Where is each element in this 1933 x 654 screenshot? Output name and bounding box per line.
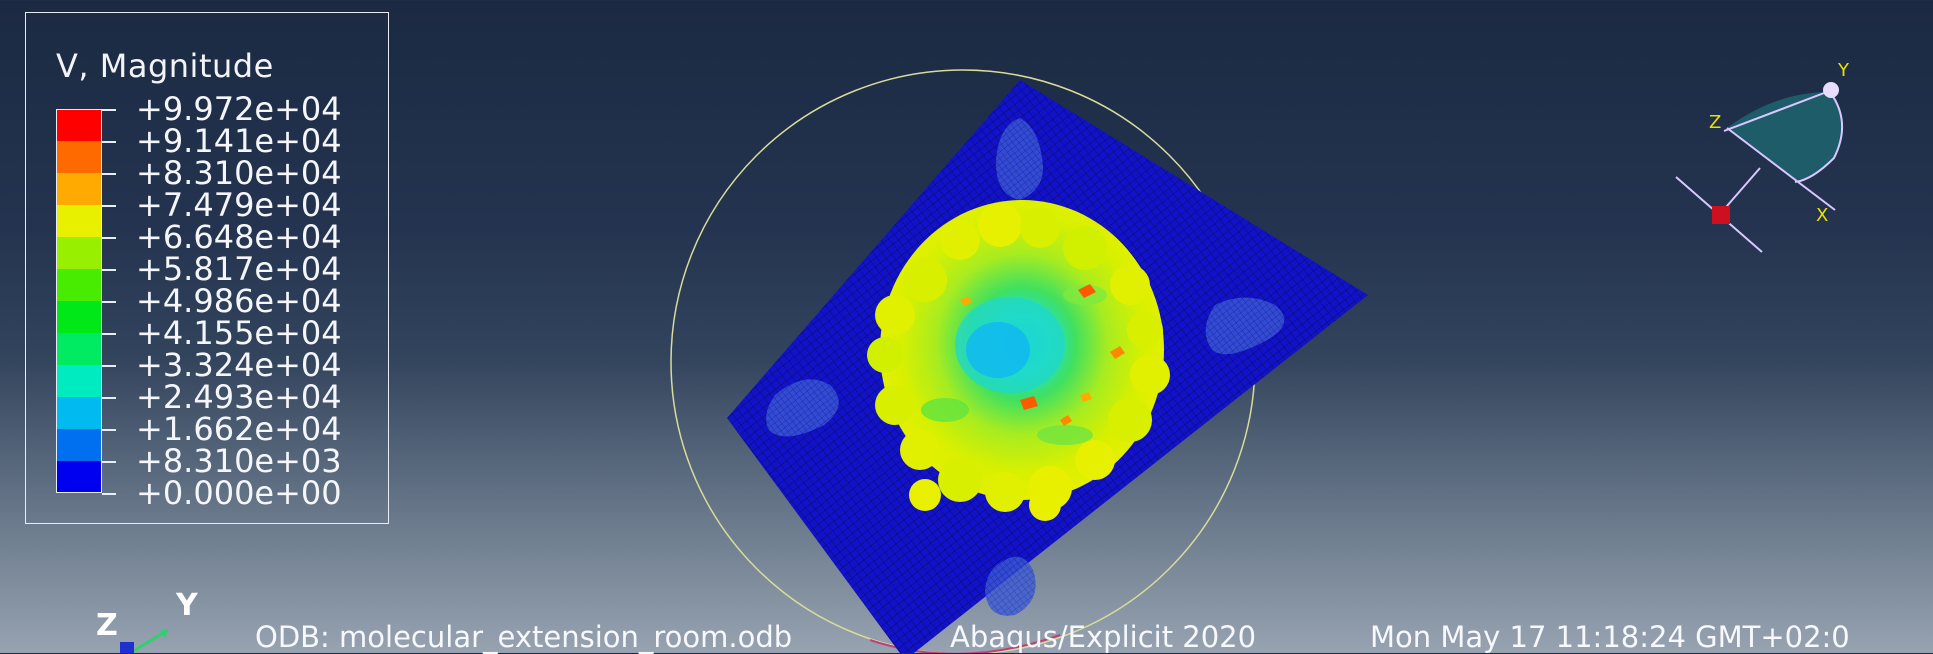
- global-axis-triad: [120, 628, 169, 653]
- view-orientation-triad[interactable]: [1675, 82, 1844, 253]
- timestamp: Mon May 17 11:18:24 GMT+02:0: [1370, 620, 1850, 654]
- legend-label: +5.817e+04: [136, 250, 342, 288]
- legend-entry: +2.493e+04: [56, 381, 386, 429]
- legend-label: +3.324e+04: [136, 346, 342, 384]
- legend-entry: +8.310e+04: [56, 157, 386, 205]
- legend-swatch: [56, 301, 102, 333]
- legend-entry: +5.817e+04: [56, 253, 386, 301]
- legend-swatch: [56, 461, 102, 493]
- legend-entry: +4.986e+04: [56, 285, 386, 333]
- legend-label: +9.972e+04: [136, 90, 342, 128]
- legend-tick: [102, 173, 116, 175]
- legend-label: +1.662e+04: [136, 410, 342, 448]
- legend-entry: +8.310e+03: [56, 445, 386, 493]
- legend-entry: +4.155e+04: [56, 317, 386, 365]
- legend-label: +2.493e+04: [136, 378, 342, 416]
- lighter-mesh-patches: [766, 118, 1285, 616]
- legend-entry: +3.324e+04: [56, 349, 386, 397]
- triad-y-label: Y: [1837, 60, 1850, 81]
- legend-label: +4.155e+04: [136, 314, 342, 352]
- legend-tick: [102, 365, 116, 367]
- triad-z-label: Z: [1709, 112, 1721, 133]
- velocity-contour-cluster: [867, 200, 1170, 521]
- legend-entry: +7.479e+04: [56, 189, 386, 237]
- triad-origin-marker: [1712, 206, 1730, 224]
- legend-swatch: [56, 205, 102, 237]
- triad-x-label: X: [1816, 205, 1828, 226]
- legend-swatch: [56, 429, 102, 461]
- legend-swatch: [56, 365, 102, 397]
- legend-label: +4.986e+04: [136, 282, 342, 320]
- legend-label: +6.648e+04: [136, 218, 342, 256]
- legend-swatch: [56, 333, 102, 365]
- legend-swatch: [56, 109, 102, 141]
- legend-tick: [102, 461, 116, 463]
- legend-tick: [102, 429, 116, 431]
- legend-title: V, Magnitude: [56, 47, 274, 85]
- legend-swatch: [56, 141, 102, 173]
- legend-entry: +0.000e+00: [56, 477, 386, 509]
- origin-z-label: Z: [96, 608, 118, 643]
- legend-swatch: [56, 397, 102, 429]
- legend-tick: [102, 141, 116, 143]
- legend-swatch: [56, 269, 102, 301]
- legend-label: +8.310e+03: [136, 442, 342, 480]
- legend-label: +9.141e+04: [136, 122, 342, 160]
- origin-y-label: Y: [176, 588, 198, 623]
- legend-tick: [102, 301, 116, 303]
- legend-tick: [102, 269, 116, 271]
- solver-version: Abaqus/Explicit 2020: [950, 620, 1257, 654]
- legend-entry: +9.972e+04: [56, 93, 386, 141]
- odb-filename: ODB: molecular_extension_room.odb: [255, 620, 793, 654]
- legend-label: +7.479e+04: [136, 186, 342, 224]
- legend-tick: [102, 493, 116, 495]
- legend-tick: [102, 109, 116, 111]
- legend-entry: +9.141e+04: [56, 125, 386, 173]
- legend-tick: [102, 397, 116, 399]
- legend-tick: [102, 205, 116, 207]
- triad-y-handle: [1823, 82, 1839, 98]
- legend-tick: [102, 333, 116, 335]
- legend-swatch: [56, 237, 102, 269]
- contour-legend: V, Magnitude +9.972e+04 +9.141e+04 +8.31…: [25, 12, 389, 524]
- legend-entry: +6.648e+04: [56, 221, 386, 269]
- legend-label: +8.310e+04: [136, 154, 342, 192]
- legend-label: +0.000e+00: [136, 474, 342, 512]
- legend-swatch: [56, 173, 102, 205]
- legend-tick: [102, 237, 116, 239]
- legend-entry: +1.662e+04: [56, 413, 386, 461]
